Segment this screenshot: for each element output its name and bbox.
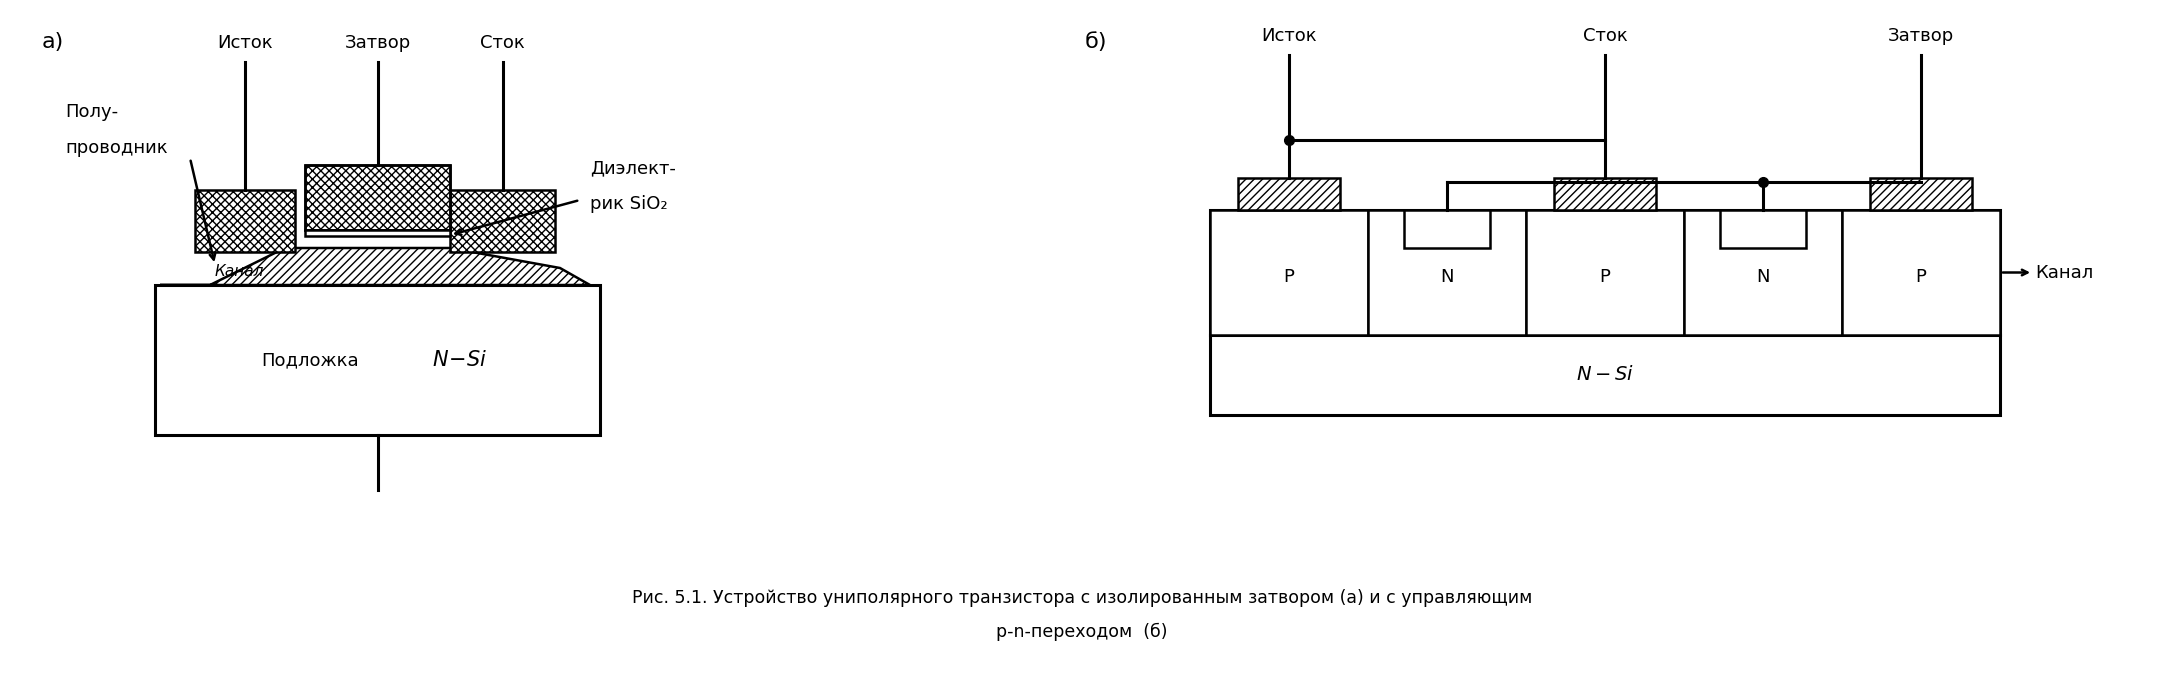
Bar bbox=[156, 285, 599, 435]
Text: Рис. 5.1. Устройство униполярного транзистора с изолированным затвором (а) и с у: Рис. 5.1. Устройство униполярного транзи… bbox=[632, 589, 1532, 607]
Text: проводник: проводник bbox=[65, 139, 167, 157]
Text: Канал: Канал bbox=[214, 264, 264, 279]
Bar bbox=[1554, 178, 1655, 210]
Bar bbox=[1238, 178, 1340, 210]
Bar bbox=[1368, 210, 1526, 335]
Text: Сток: Сток bbox=[480, 34, 526, 52]
Bar bbox=[1684, 210, 1842, 335]
Bar bbox=[1210, 210, 2000, 335]
Text: P: P bbox=[1283, 268, 1294, 286]
Text: Диэлект-: Диэлект- bbox=[591, 159, 675, 177]
Bar bbox=[450, 190, 554, 252]
Text: Затвор: Затвор bbox=[1887, 27, 1954, 45]
Bar bbox=[1870, 178, 1971, 210]
Bar bbox=[1210, 335, 2000, 415]
Text: б): б) bbox=[1084, 32, 1108, 52]
Bar bbox=[305, 165, 450, 230]
Polygon shape bbox=[160, 248, 591, 285]
Text: а): а) bbox=[41, 32, 65, 52]
Text: Подложка: Подложка bbox=[262, 351, 359, 369]
Bar bbox=[305, 165, 450, 230]
Text: Исток: Исток bbox=[216, 34, 273, 52]
Bar bbox=[1404, 210, 1491, 248]
Text: $N - \mathit{Si}$: $N - \mathit{Si}$ bbox=[1575, 366, 1634, 384]
Text: N: N bbox=[1441, 268, 1454, 286]
Bar bbox=[305, 230, 450, 236]
Text: рик SiO₂: рик SiO₂ bbox=[591, 195, 669, 213]
Bar bbox=[1210, 210, 1368, 335]
Text: P: P bbox=[1915, 268, 1926, 286]
Text: Канал: Канал bbox=[2034, 264, 2093, 282]
Text: N: N bbox=[1757, 268, 1770, 286]
Text: P: P bbox=[1599, 268, 1610, 286]
Bar bbox=[1720, 210, 1807, 248]
Bar bbox=[1842, 210, 2000, 335]
Text: Затвор: Затвор bbox=[344, 34, 411, 52]
Text: Полу-: Полу- bbox=[65, 103, 119, 121]
Text: Сток: Сток bbox=[1582, 27, 1627, 45]
Text: p-n-переходом  (б): p-n-переходом (б) bbox=[995, 623, 1169, 641]
Text: Исток: Исток bbox=[1262, 27, 1318, 45]
Bar bbox=[195, 190, 294, 252]
Text: $N\!-\!\mathit{Si}$: $N\!-\!\mathit{Si}$ bbox=[433, 350, 487, 370]
Bar bbox=[1526, 210, 1684, 335]
